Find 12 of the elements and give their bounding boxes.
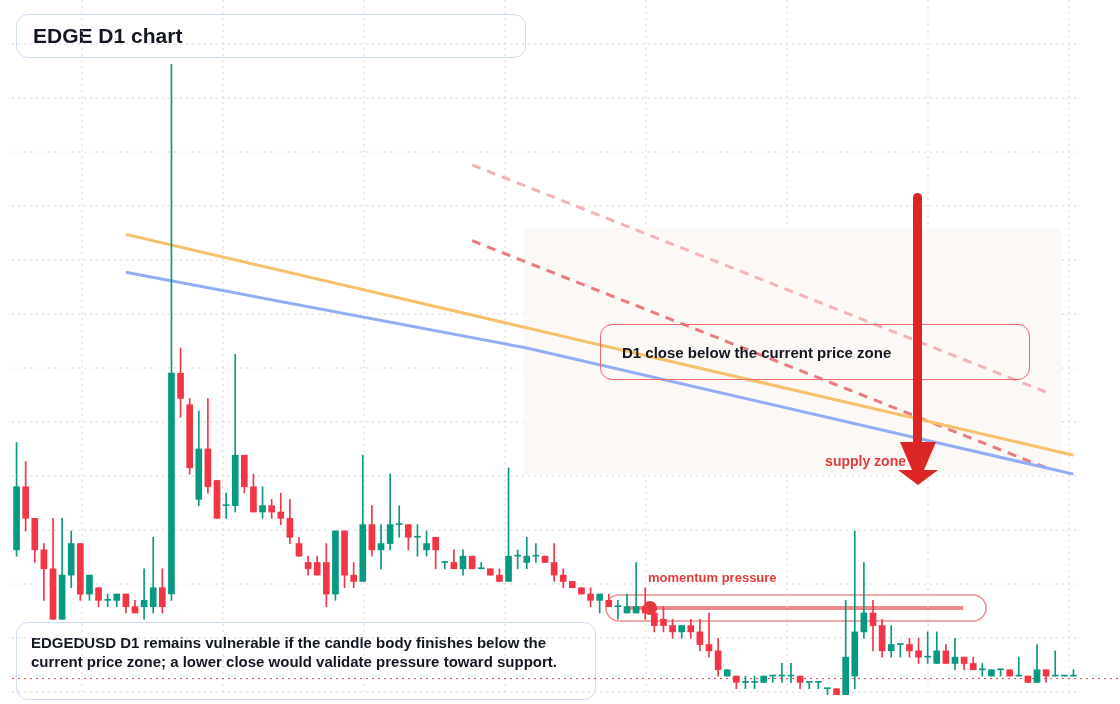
candlestick [213, 480, 221, 519]
band-label: supply zone [825, 453, 907, 470]
chart-title: EDGE D1 chart [16, 14, 526, 58]
annotation: momentum pressure [648, 570, 777, 585]
candlestick [805, 681, 813, 690]
candlestick [541, 555, 549, 563]
annotation: EDGEDUSD D1 remains vulnerable if the candle body finishes below the current price zone; a lower close would validate pressure toward support. [16, 622, 596, 700]
candlestick [477, 562, 485, 570]
candlestick [441, 561, 449, 570]
candlestick [395, 505, 403, 538]
candlestick [723, 669, 731, 677]
candlestick [468, 555, 476, 570]
